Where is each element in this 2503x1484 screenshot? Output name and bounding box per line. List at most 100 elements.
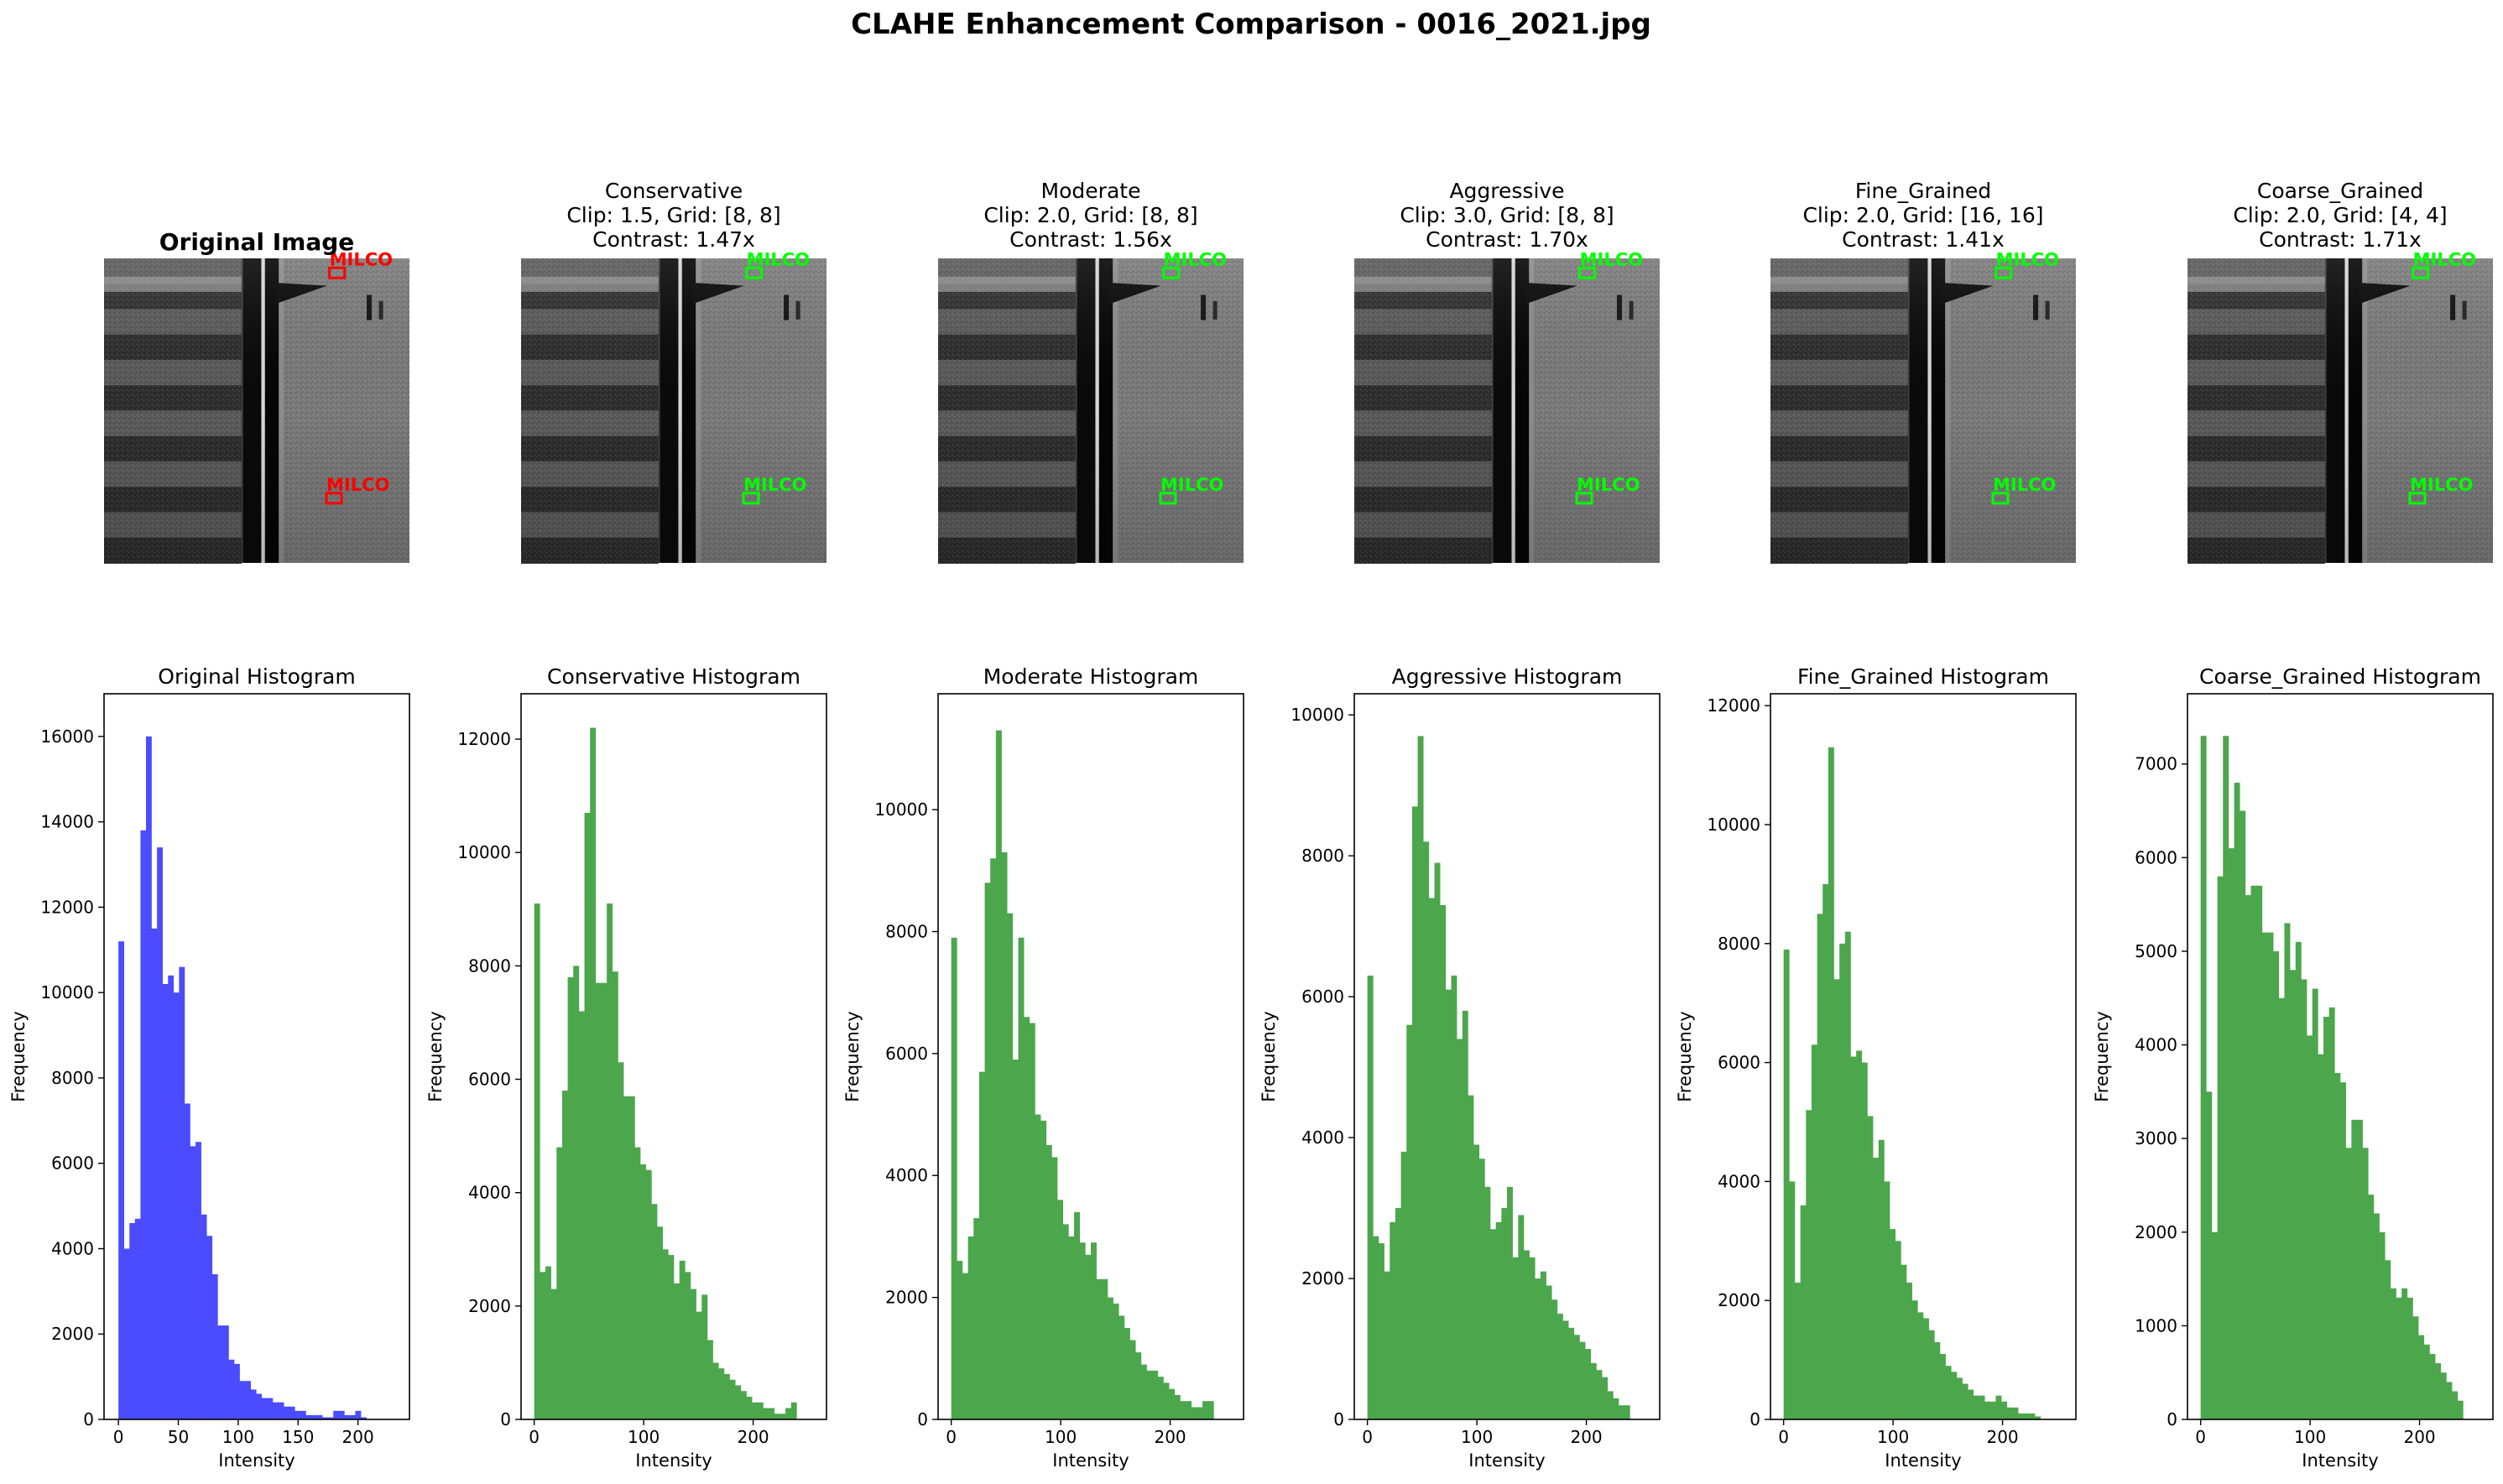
histogram-bar (211, 1274, 218, 1419)
histogram-bar (774, 1414, 780, 1419)
histogram-bar (1934, 1341, 1941, 1419)
histogram-bar (1573, 1335, 1580, 1419)
histogram-bar (1789, 1181, 1796, 1419)
histogram-bars (1783, 747, 2042, 1419)
y-tick-label: 2000 (468, 1296, 511, 1316)
histogram-bar (1828, 747, 1834, 1419)
detection-box (1991, 492, 2010, 505)
histogram-bar (2023, 1413, 2030, 1419)
detection-box (1578, 266, 1597, 279)
histogram-panel-0: 0 50 100 150 2000200040006000800010000120001… (8, 664, 410, 1471)
image-title: Original Image (159, 228, 355, 256)
y-tick-label: 10000 (874, 799, 928, 820)
histogram-bar (618, 1062, 624, 1419)
detection-box (325, 492, 343, 505)
histogram-bar (2217, 876, 2224, 1419)
y-tick-label: 6000 (2135, 847, 2177, 867)
histogram-bar (651, 1204, 658, 1419)
histogram-bar (2452, 1391, 2459, 1419)
histogram-bar (2334, 1073, 2341, 1419)
y-axis-label: Frequency (1675, 1011, 1695, 1102)
histogram-panel-4: 0 100 200020004000600080001000012000Fine_G… (1675, 664, 2077, 1471)
histogram-bar (769, 1408, 775, 1419)
histogram-bar (284, 1406, 289, 1419)
histogram-bar (1395, 1208, 1401, 1419)
histogram-bar (1956, 1377, 1963, 1419)
histogram-bar (612, 971, 618, 1419)
histogram-bar (1378, 1243, 1384, 1419)
histogram-bar (1613, 1398, 1619, 1419)
y-tick-label: 14000 (40, 812, 94, 832)
histogram-bar (1557, 1314, 1563, 1419)
histogram-bar (657, 1226, 663, 1419)
histogram-bar (2301, 979, 2307, 1419)
histogram-bar (184, 1103, 190, 1419)
histogram-bar (2323, 1017, 2329, 1419)
axes-frame (103, 693, 410, 1420)
histogram-bar (674, 1283, 680, 1419)
histogram-bar (2290, 970, 2297, 1419)
histogram-bar (729, 1379, 736, 1419)
histogram-bar (2267, 932, 2274, 1419)
histogram-bar (1079, 1242, 1086, 1419)
histogram-bar (1129, 1340, 1136, 1419)
histogram-bar (333, 1410, 340, 1419)
image-title: Conservative (605, 179, 743, 203)
histogram-bar (267, 1398, 274, 1419)
histogram-bar (967, 1236, 974, 1419)
histogram-bar (1107, 1297, 1113, 1419)
histogram-bar (1535, 1278, 1541, 1419)
histogram-bar (628, 1096, 635, 1419)
histogram-bar (134, 1218, 141, 1419)
detection-box (2412, 266, 2430, 279)
y-axis-label: Frequency (2092, 1011, 2112, 1102)
histogram-title: Moderate Histogram (983, 664, 1199, 689)
histogram-bar (578, 1011, 585, 1419)
histogram-bars (1367, 736, 1630, 1419)
y-tick-label: 12000 (1707, 695, 1760, 716)
histogram-bar (2029, 1413, 2036, 1419)
sonar-image-coarse_grained (2188, 258, 2493, 564)
histogram-bar (1140, 1364, 1147, 1419)
x-axis-label: Intensity (1052, 1450, 1129, 1471)
histogram-bar (607, 903, 613, 1419)
histogram-bar (206, 1236, 213, 1419)
histogram-bar (752, 1402, 759, 1419)
histogram-bar (723, 1373, 730, 1419)
histogram-bar (2240, 810, 2246, 1419)
histogram-bar (990, 858, 997, 1419)
histogram-bar (1074, 1211, 1080, 1419)
histogram-bar (1068, 1236, 1075, 1419)
histogram-bar (1007, 913, 1014, 1419)
histogram-bar (973, 1218, 980, 1419)
histogram-bar (1783, 949, 1790, 1419)
histogram-bar (1428, 898, 1435, 1419)
histogram-bars (2200, 736, 2464, 1419)
histogram-bar (1551, 1299, 1558, 1419)
y-tick-label: 0 (83, 1409, 94, 1429)
y-tick-label: 6000 (1718, 1053, 1760, 1073)
detection-label: MILCO (1577, 475, 1640, 495)
histogram-title: Coarse_Grained Histogram (2199, 664, 2481, 689)
axes-frame (937, 693, 1244, 1420)
histogram-bar (2457, 1400, 2464, 1419)
x-tick-label: 100 (222, 1427, 254, 1447)
y-tick-label: 8000 (1718, 934, 1760, 954)
histogram-bar (157, 847, 163, 1419)
histogram-bar (1152, 1370, 1159, 1419)
image-subtitle: Contrast: 1.47x (592, 227, 755, 252)
image-subtitle: Contrast: 1.70x (1426, 227, 1588, 252)
detection-box (742, 492, 760, 505)
y-tick-label: 2000 (51, 1324, 94, 1344)
histogram-bar (173, 992, 180, 1419)
x-tick-label: 0 (113, 1427, 124, 1447)
y-tick-label: 3000 (2135, 1128, 2177, 1148)
histogram-bar (746, 1396, 753, 1419)
histogram-bar (1390, 1221, 1396, 1419)
histogram-bar (2412, 1316, 2419, 1419)
y-tick-label: 10000 (457, 842, 511, 862)
detection-label: MILCO (1160, 475, 1223, 495)
